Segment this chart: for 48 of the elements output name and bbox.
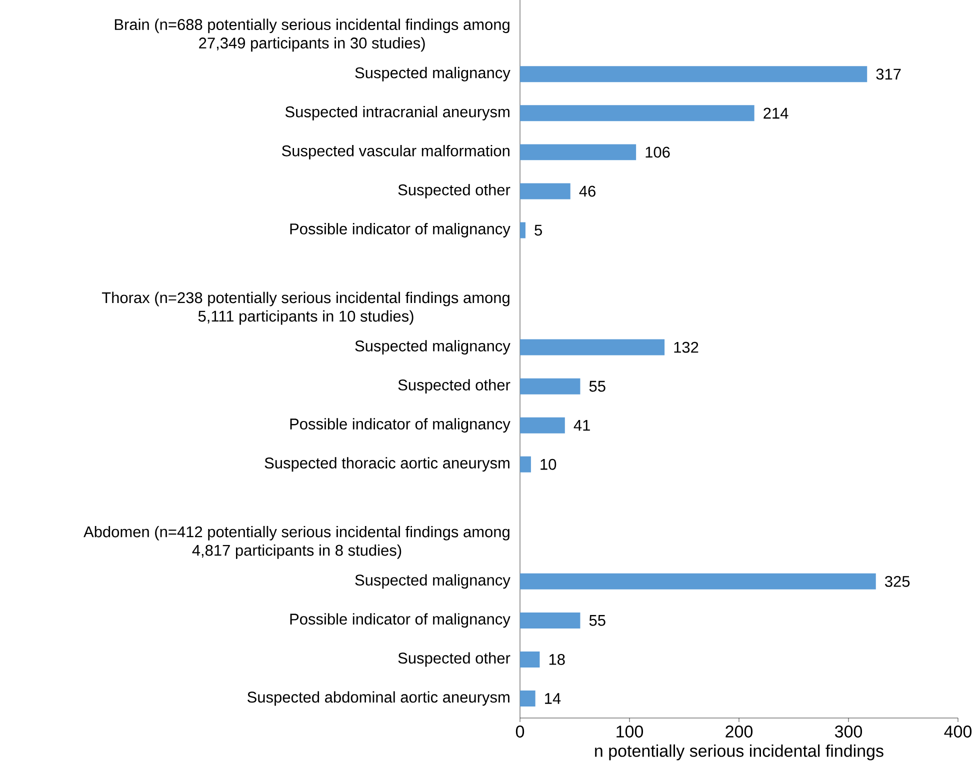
y-tick-label: Suspected malignancy xyxy=(355,340,510,355)
data-label: 18 xyxy=(549,654,565,665)
y-tick-label: Suspected other xyxy=(398,652,510,667)
y-tick-label: Abdomen (n=412 potentially serious incidental findings among 4,817 participants in 8 studies) xyxy=(84,526,510,559)
y-tick-label: Possible indicator of malignancy xyxy=(290,418,510,433)
data-label: 14 xyxy=(545,693,561,704)
data-label: 106 xyxy=(646,146,670,158)
x-tick-label: 400 xyxy=(944,726,972,738)
bar xyxy=(520,183,570,200)
y-tick-label: Thorax (n=238 potentially serious incidental findings among 5,111 participants in 10 studies) xyxy=(102,292,510,325)
data-label: 132 xyxy=(674,342,698,353)
y-tick-label: Possible indicator of malignancy xyxy=(290,223,510,238)
data-label: 5 xyxy=(534,224,542,236)
data-label: 41 xyxy=(574,420,590,431)
data-label: 55 xyxy=(589,615,606,626)
data-label: 214 xyxy=(764,108,788,119)
x-tick-label: 100 xyxy=(616,726,644,738)
bar xyxy=(520,339,665,356)
bar xyxy=(520,612,580,628)
y-tick-label: Suspected other xyxy=(398,379,510,394)
bar xyxy=(520,222,526,238)
y-tick-label: Brain (n=688 potentially serious incidental findings among 27,349 participants in 30 studies) xyxy=(114,18,510,52)
x-tick-label: 0 xyxy=(516,726,524,738)
data-label: 325 xyxy=(885,576,910,587)
x-tick-label: 200 xyxy=(726,726,753,738)
y-tick-label: Suspected vascular malformation xyxy=(282,144,510,160)
bar xyxy=(520,456,531,472)
bar xyxy=(520,378,580,394)
y-tick-label: Suspected malignancy xyxy=(355,574,510,589)
bar xyxy=(520,417,565,434)
data-label: 10 xyxy=(540,458,556,470)
y-tick-label: Possible indicator of malignancy xyxy=(290,613,510,628)
x-axis-title: n potentially serious incidental findings xyxy=(595,744,884,760)
y-tick-label: Suspected abdominal aortic aneurysm xyxy=(248,691,510,706)
bar xyxy=(520,66,868,82)
y-tick-label: Suspected intracranial aneurysm xyxy=(285,106,510,120)
data-label: 46 xyxy=(579,186,596,197)
bar xyxy=(520,573,876,590)
bar xyxy=(520,144,636,160)
bar xyxy=(520,105,754,122)
data-label: 317 xyxy=(876,68,901,80)
y-tick-label: Suspected malignancy xyxy=(355,66,510,82)
y-tick-label: Suspected other xyxy=(398,184,510,198)
y-tick-label: Suspected thoracic aortic aneurysm xyxy=(264,457,510,472)
bar xyxy=(520,690,536,706)
bar xyxy=(520,651,540,668)
x-tick-label: 300 xyxy=(834,726,862,738)
data-label: 55 xyxy=(589,380,606,392)
